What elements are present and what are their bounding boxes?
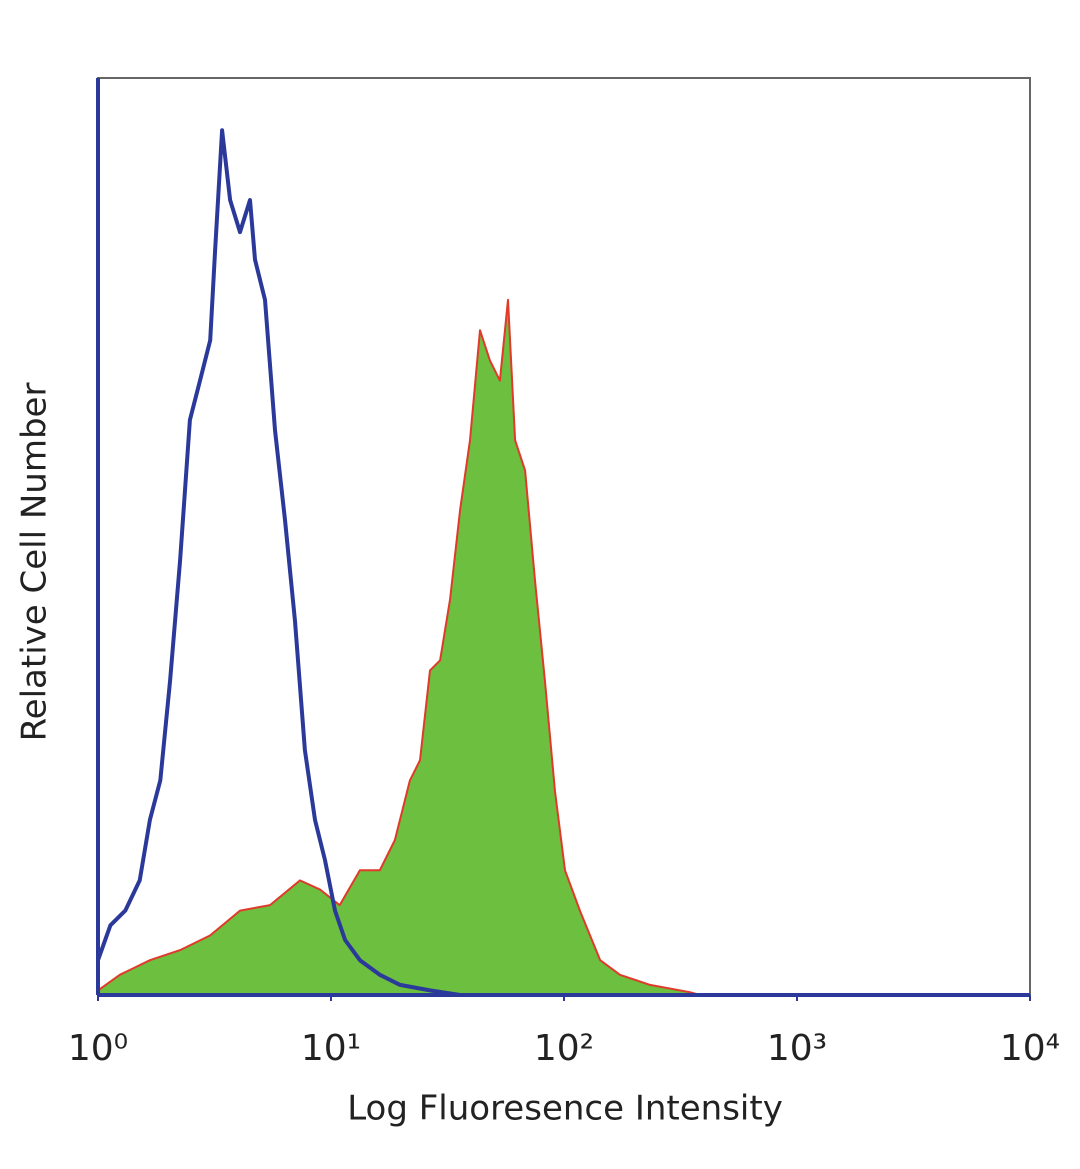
x-tick-label: 10⁴ <box>1000 1028 1060 1069</box>
histogram-line <box>97 298 701 996</box>
x-tick-label: 10² <box>534 1028 594 1069</box>
histogram-line <box>96 128 461 997</box>
y-axis-label: Relative Cell Number <box>15 383 55 742</box>
x-tick-label: 10³ <box>767 1028 827 1069</box>
x-axis-label: Log Fluoresence Intensity <box>347 1089 783 1129</box>
histogram-area <box>98 299 701 995</box>
x-tick-label: 10¹ <box>301 1028 361 1069</box>
x-tick-label: 10⁰ <box>68 1028 128 1069</box>
